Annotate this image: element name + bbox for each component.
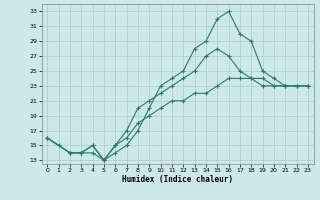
X-axis label: Humidex (Indice chaleur): Humidex (Indice chaleur): [122, 175, 233, 184]
